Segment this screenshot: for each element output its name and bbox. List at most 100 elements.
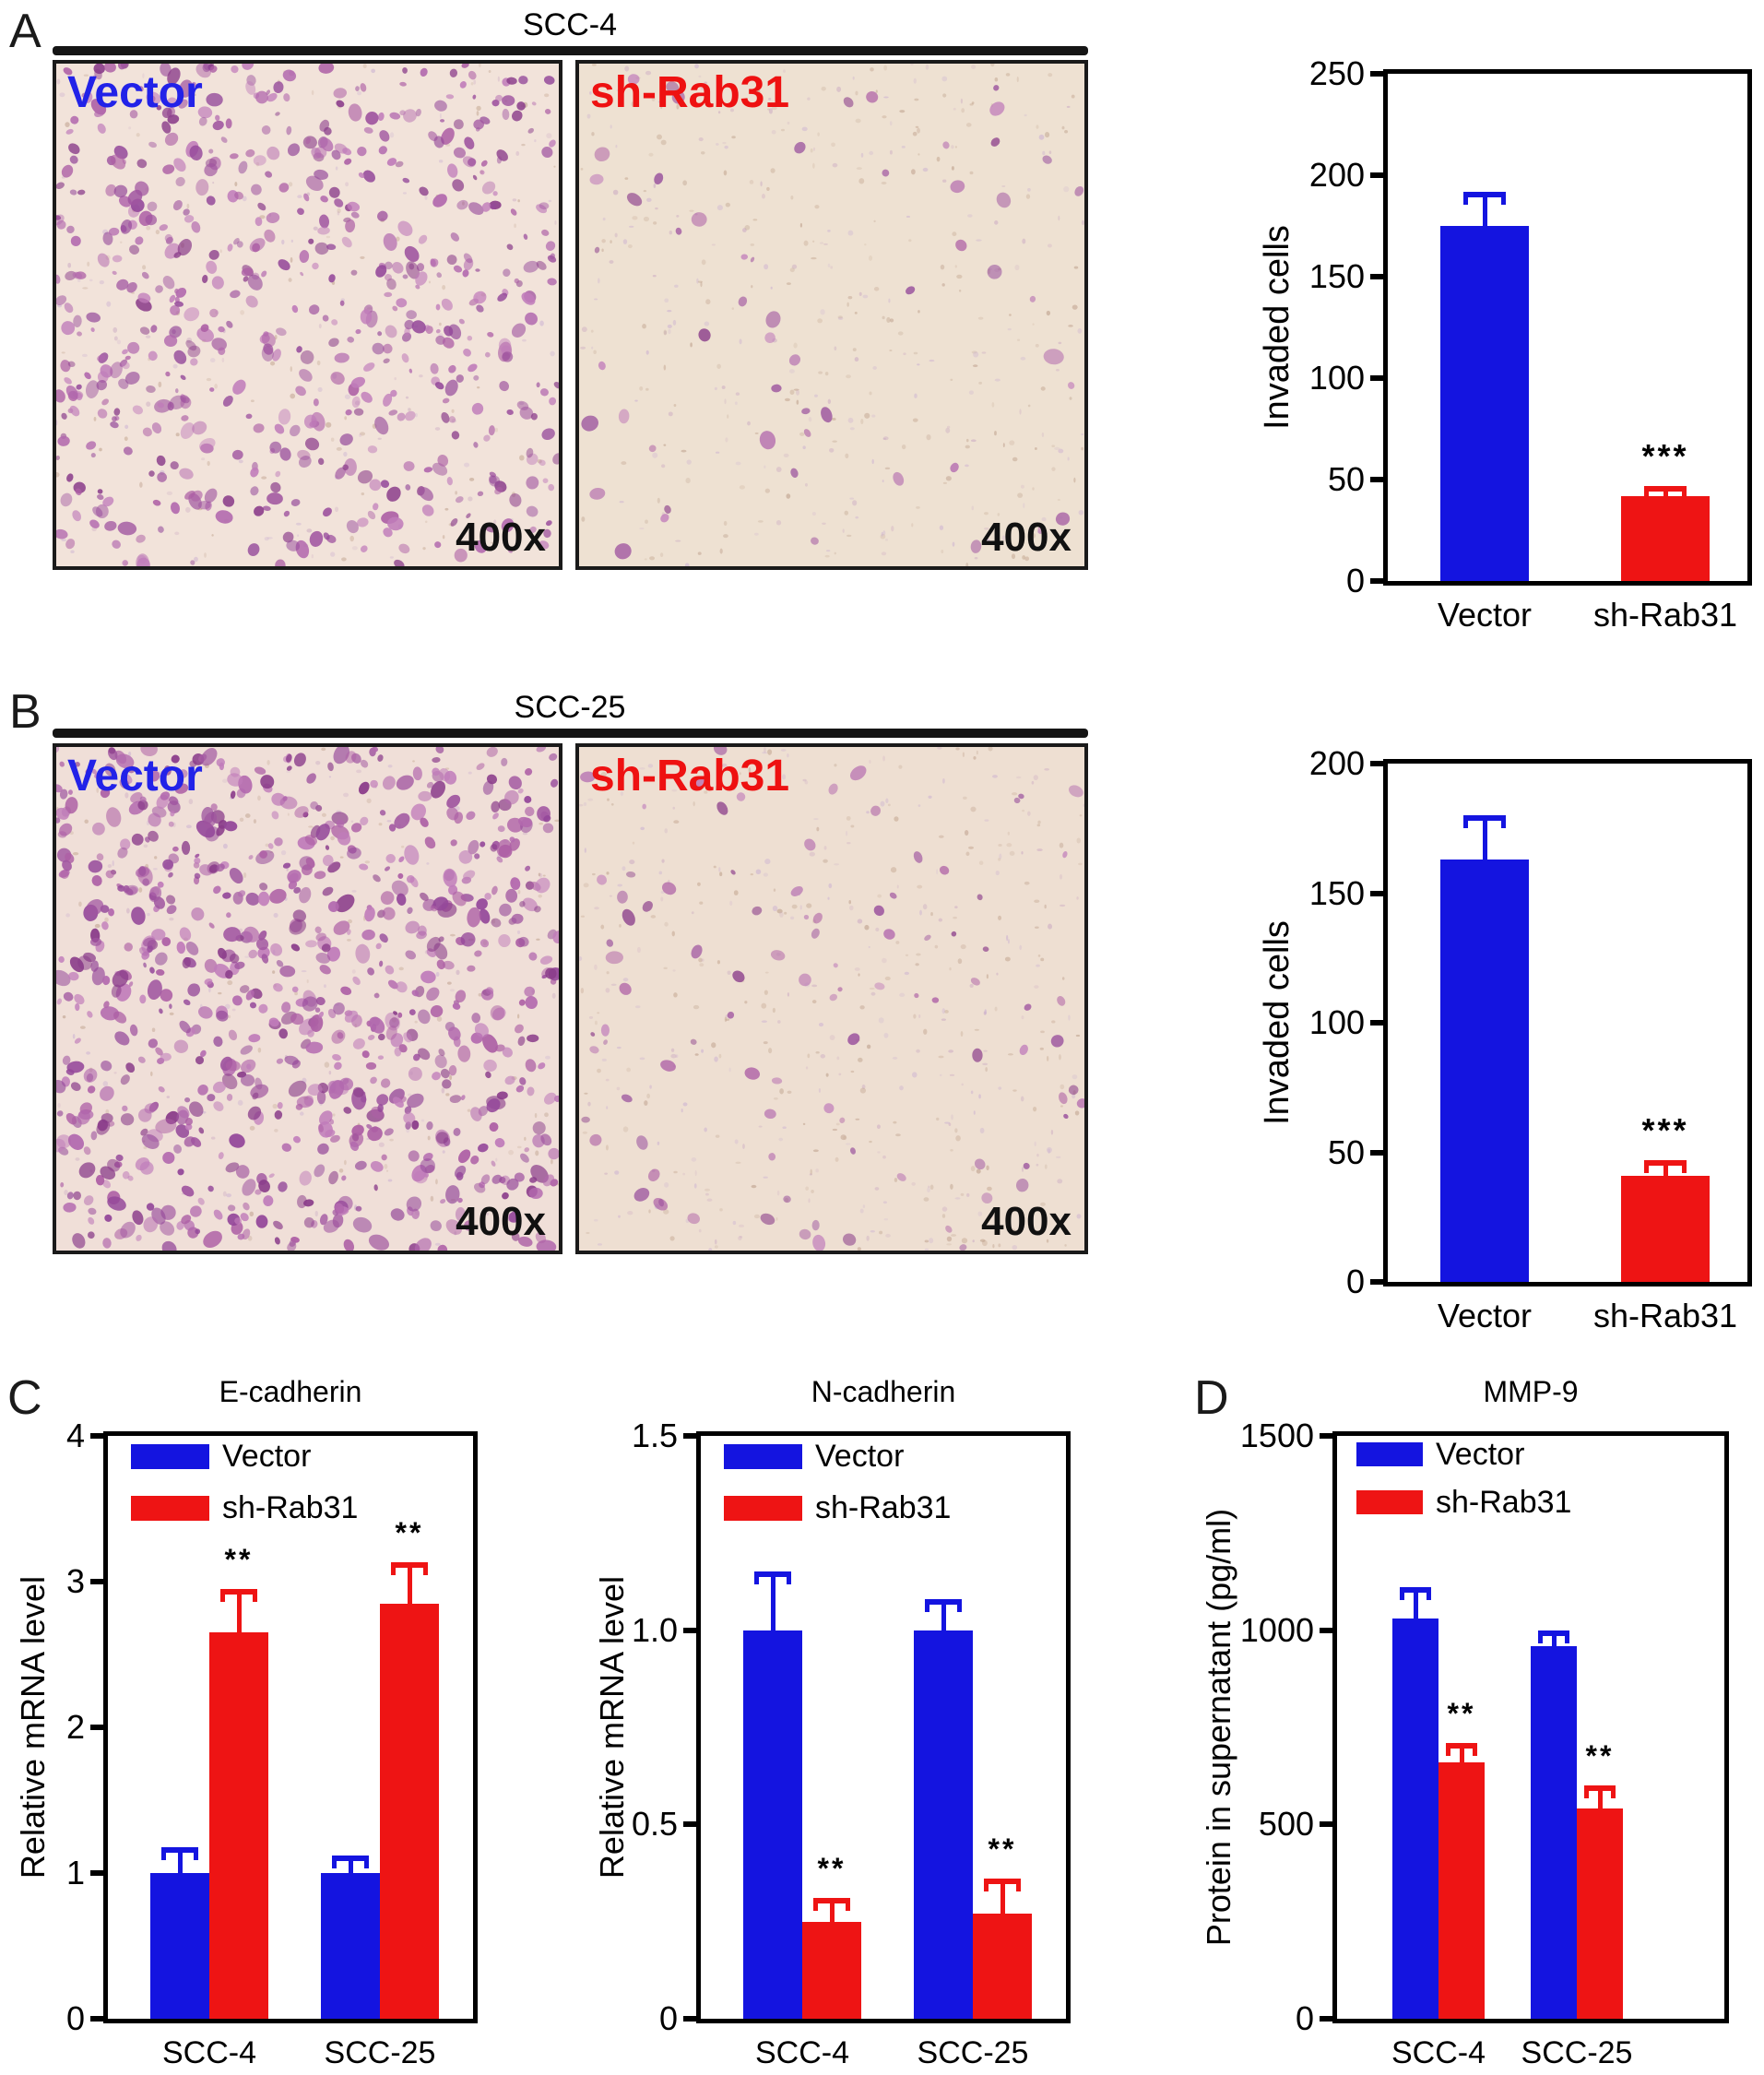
error-bar-cap	[1446, 1742, 1477, 1749]
micrograph-scc4-shrab31: sh-Rab31 400x	[575, 60, 1088, 570]
bar	[209, 1632, 268, 2019]
legend-swatch	[131, 1444, 209, 1469]
y-tick-label: 250	[1308, 54, 1365, 92]
error-bar-cap	[1400, 1587, 1431, 1594]
error-bar-stem	[1000, 1879, 1005, 1929]
magnification-label: 400x	[456, 515, 546, 560]
error-bar-cap	[754, 1571, 791, 1578]
bar	[1438, 1761, 1485, 2019]
micrograph-cells-image	[56, 747, 559, 1251]
error-bar-cap-end	[1427, 1587, 1431, 1601]
legend-swatch	[724, 1444, 802, 1469]
error-bar-cap-end	[391, 1562, 396, 1576]
error-bar-cap-end	[1644, 1159, 1649, 1173]
error-bar-cap-end	[1473, 1742, 1477, 1756]
y-tick-mark	[1370, 578, 1383, 584]
error-bar-cap-end	[813, 1898, 818, 1912]
chart-title: E-cadherin	[219, 1375, 362, 1408]
bar	[973, 1914, 1032, 2019]
y-tick-mark	[1370, 172, 1383, 178]
x-category-label: sh-Rab31	[1592, 596, 1738, 634]
error-bar-cap	[391, 1562, 428, 1569]
error-bar-cap-end	[1400, 1587, 1404, 1601]
y-tick-label: 4	[65, 1417, 85, 1454]
chart-title: MMP-9	[1483, 1375, 1579, 1408]
panel-a-cell-line-title: SCC-4	[522, 7, 618, 42]
bar	[1621, 1175, 1710, 1282]
error-bar-cap-end	[925, 1598, 929, 1612]
x-category-label: sh-Rab31	[1592, 1297, 1738, 1334]
magnification-label: 400x	[981, 1199, 1071, 1244]
significance-marker: **	[817, 1852, 846, 1886]
error-bar-cap-end	[1501, 815, 1506, 829]
legend-swatch	[1356, 1490, 1423, 1514]
error-bar-cap	[161, 1846, 198, 1853]
y-tick-label: 0.5	[631, 1805, 678, 1844]
error-bar-cap	[220, 1588, 257, 1595]
y-tick-mark	[1370, 890, 1383, 896]
error-bar-stem	[177, 1846, 183, 1888]
bar	[802, 1921, 861, 2019]
legend-swatch	[1356, 1442, 1423, 1466]
bar	[914, 1630, 973, 2019]
y-tick-mark	[1320, 1433, 1332, 1439]
y-tick-mark	[1370, 761, 1383, 766]
bar	[1392, 1618, 1438, 2019]
y-tick-mark	[90, 1725, 103, 1730]
x-category-label: SCC-25	[1521, 2035, 1633, 2070]
panel-c-label: C	[7, 1371, 42, 1425]
micrograph-scc25-vector: Vector 400x	[53, 743, 562, 1254]
error-bar-cap-end	[1682, 485, 1687, 499]
chart-frame-invasion-scc25	[1383, 759, 1752, 1286]
y-tick-label: 1.5	[631, 1417, 678, 1454]
error-bar-stem	[1663, 1159, 1668, 1191]
error-bar-cap	[984, 1879, 1021, 1885]
error-bar-cap-end	[1682, 1159, 1687, 1173]
error-bar-stem	[1482, 191, 1487, 241]
y-tick-label: 50	[1327, 460, 1365, 498]
y-tick-mark	[1370, 71, 1383, 77]
panel-a-header-rule	[53, 46, 1088, 55]
legend-label: Vector	[815, 1439, 905, 1474]
y-tick-label: 0	[1345, 1263, 1365, 1300]
bar	[743, 1630, 802, 2019]
y-tick-mark	[1320, 1821, 1332, 1828]
micrograph-condition-label: Vector	[67, 752, 203, 800]
y-tick-label: 3	[65, 1562, 85, 1600]
y-tick-mark	[1370, 477, 1383, 482]
error-bar-cap	[1584, 1785, 1616, 1792]
y-tick-label: 1	[65, 1854, 85, 1891]
error-bar-cap-end	[161, 1846, 166, 1860]
y-tick-mark	[1370, 1020, 1383, 1026]
error-bar-cap-end	[253, 1588, 257, 1602]
error-bar-cap-end	[332, 1856, 337, 1869]
micrograph-condition-label: sh-Rab31	[590, 752, 790, 800]
error-bar-stem	[1482, 815, 1487, 874]
bar	[1531, 1645, 1577, 2019]
error-bar-cap-end	[1016, 1879, 1021, 1892]
significance-marker: **	[395, 1516, 424, 1550]
micrograph-cells-image	[580, 64, 1084, 566]
panel-d-label: D	[1194, 1371, 1229, 1425]
y-tick-mark	[90, 1579, 103, 1584]
bar	[1577, 1808, 1623, 2019]
bar	[1440, 226, 1529, 581]
significance-marker: **	[988, 1832, 1017, 1867]
y-tick-label: 1000	[1239, 1610, 1314, 1649]
error-bar-stem	[1413, 1587, 1418, 1634]
error-bar-cap	[813, 1898, 850, 1904]
x-category-label: SCC-25	[324, 2035, 436, 2070]
y-tick-label: 1.0	[631, 1610, 678, 1649]
error-bar-cap-end	[1463, 815, 1468, 829]
y-axis-label: Invaded cells	[1258, 225, 1296, 430]
error-bar-stem	[1597, 1785, 1603, 1824]
y-tick-label: 2	[65, 1708, 85, 1746]
x-category-label: Vector	[1437, 1297, 1533, 1334]
y-tick-label: 0	[1345, 562, 1365, 599]
error-bar-stem	[1663, 485, 1668, 511]
micrograph-scc4-vector: Vector 400x	[53, 60, 562, 570]
error-bar-cap-end	[364, 1856, 369, 1869]
x-category-label: SCC-4	[754, 2035, 850, 2070]
magnification-label: 400x	[456, 1199, 546, 1244]
